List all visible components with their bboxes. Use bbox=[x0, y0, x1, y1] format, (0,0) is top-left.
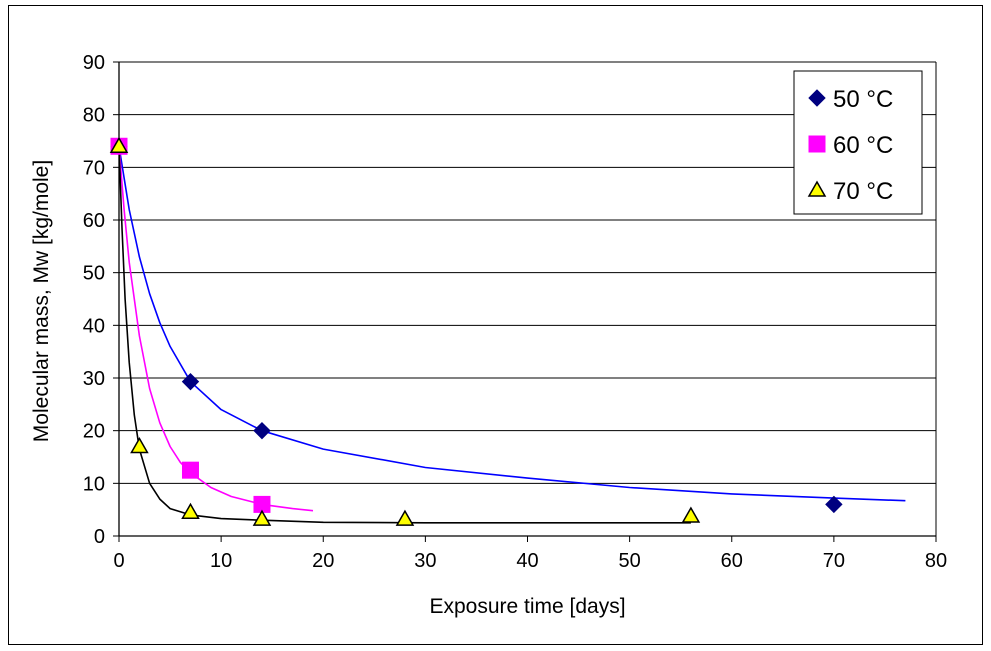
point-series3-5 bbox=[395, 509, 415, 526]
tick-labels: 0 10 20 30 40 50 60 70 80 90 0 10 20 30 40 50 60 70 80 bbox=[83, 52, 947, 572]
legend-marker-1 bbox=[808, 89, 826, 107]
point-series2-2 bbox=[181, 461, 199, 479]
y-tick-label-80: 80 bbox=[83, 105, 105, 127]
x-axis-title: Exposure time [days] bbox=[429, 595, 625, 618]
x-tick-label-20: 20 bbox=[312, 550, 334, 572]
y-tick-label-10: 10 bbox=[83, 473, 105, 495]
y-tick-label-50: 50 bbox=[83, 263, 105, 285]
legend-label-3: 70 °C bbox=[833, 178, 893, 205]
y-tick-label-70: 70 bbox=[83, 157, 105, 179]
point-series3-6 bbox=[681, 506, 701, 523]
x-tick-label-70: 70 bbox=[823, 550, 845, 572]
point-series3-2 bbox=[130, 436, 149, 454]
point-series3-3 bbox=[181, 502, 200, 520]
point-series1-3 bbox=[253, 421, 271, 440]
y-tick-label-90: 90 bbox=[83, 52, 105, 74]
trend-line-2 bbox=[118, 146, 314, 512]
trend-line-3 bbox=[118, 146, 691, 524]
x-tick-label-40: 40 bbox=[516, 550, 538, 572]
x-tick-label-50: 50 bbox=[619, 550, 641, 572]
x-tick-label-0: 0 bbox=[113, 550, 124, 572]
legend-label-1: 50 °C bbox=[833, 86, 893, 113]
point-series1-4 bbox=[825, 495, 843, 514]
y-tick-label-40: 40 bbox=[83, 315, 105, 337]
x-tick-label-60: 60 bbox=[721, 550, 743, 572]
y-tick-label-60: 60 bbox=[83, 210, 105, 232]
x-tick-label-30: 30 bbox=[414, 550, 436, 572]
legend-label-2: 60 °C bbox=[833, 132, 893, 159]
point-series1-2 bbox=[181, 372, 200, 391]
data-points bbox=[109, 136, 843, 526]
trend-lines bbox=[118, 146, 906, 524]
y-axis-title: Molecular mass, Mw [kg/mole] bbox=[30, 160, 53, 442]
trend-line-1 bbox=[118, 146, 906, 502]
point-series3-4 bbox=[252, 509, 272, 526]
y-tick-label-0: 0 bbox=[94, 526, 105, 548]
x-tick-label-80: 80 bbox=[925, 550, 947, 572]
point-series3-1 bbox=[109, 136, 129, 154]
legend-marker-2 bbox=[808, 135, 826, 153]
y-tick-label-30: 30 bbox=[83, 368, 105, 390]
legend-marker-3 bbox=[807, 180, 827, 197]
y-tick-label-20: 20 bbox=[83, 421, 105, 443]
x-tick-label-10: 10 bbox=[210, 550, 232, 572]
legend: 50 °C 60 °C 70 °C bbox=[793, 70, 923, 215]
